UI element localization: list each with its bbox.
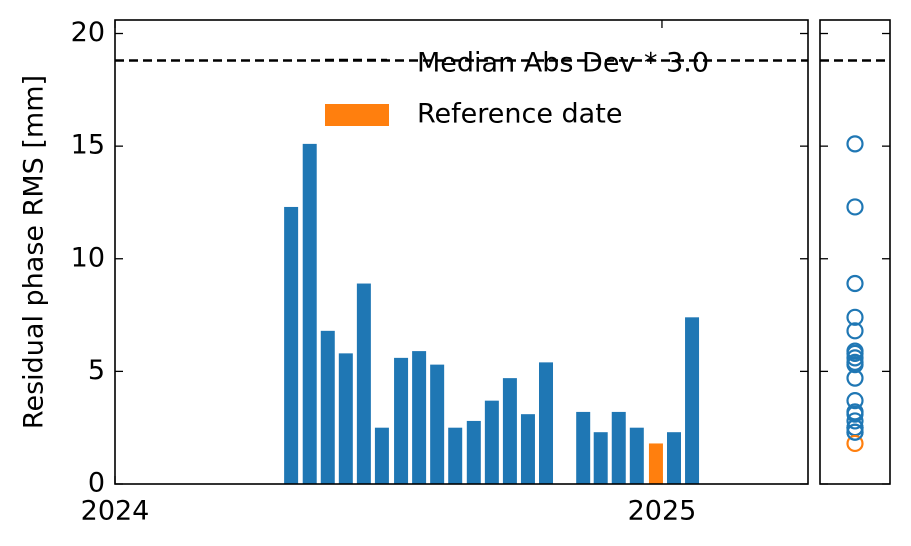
bar	[648, 443, 663, 484]
y-tick-label: 5	[88, 355, 105, 386]
y-tick-label: 10	[71, 242, 105, 273]
bar	[520, 414, 535, 484]
side-point	[846, 412, 864, 430]
legend-label: Median Abs Dev * 3.0	[417, 48, 709, 79]
legend-label: Reference date	[417, 99, 622, 130]
bar	[412, 351, 427, 484]
bar	[484, 400, 499, 484]
legend-swatch	[325, 104, 389, 126]
side-point	[846, 322, 864, 340]
bar	[466, 420, 481, 484]
side-point	[846, 349, 864, 367]
y-tick-label: 15	[71, 130, 105, 161]
bar	[685, 317, 700, 484]
bar	[576, 411, 591, 484]
bar	[448, 427, 463, 484]
x-tick-label: 2024	[81, 496, 150, 527]
side-point	[846, 274, 864, 293]
bar	[356, 283, 371, 484]
bar	[430, 364, 445, 484]
side-point	[846, 423, 864, 441]
bar	[502, 378, 517, 484]
bar	[338, 353, 353, 484]
side-point	[846, 198, 864, 216]
bar	[394, 357, 409, 484]
side-point	[846, 434, 864, 453]
side-point	[846, 308, 864, 326]
bar	[611, 411, 626, 484]
bar	[302, 143, 317, 485]
x-tick-label: 2025	[628, 496, 697, 527]
side-frame	[819, 19, 891, 485]
bar	[593, 432, 608, 484]
y-tick-label: 20	[71, 17, 105, 48]
side-point	[846, 135, 864, 153]
bar	[320, 330, 335, 484]
y-tick-label: 0	[88, 468, 105, 499]
bar	[539, 362, 554, 484]
y-axis-label: Residual phase RMS [mm]	[19, 75, 50, 429]
bar	[284, 206, 299, 484]
side-point	[846, 392, 864, 410]
bar	[629, 427, 644, 484]
side-point	[846, 353, 864, 371]
side-point	[846, 342, 864, 360]
bar	[374, 427, 389, 484]
plot-frame	[114, 19, 809, 485]
bar	[666, 432, 681, 484]
